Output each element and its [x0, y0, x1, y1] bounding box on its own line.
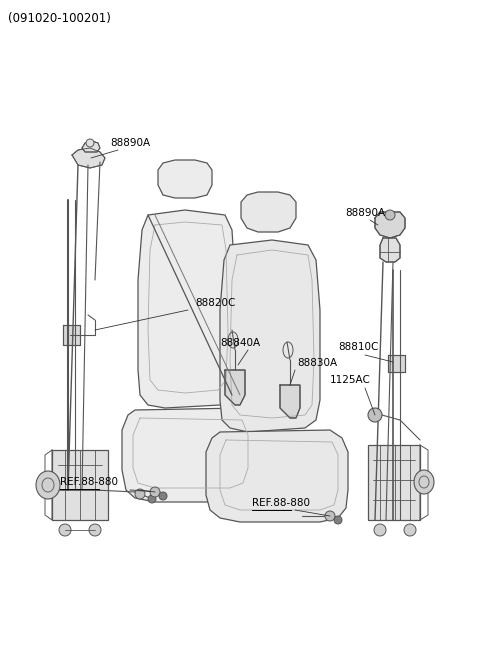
- Text: 1125AC: 1125AC: [330, 375, 371, 385]
- Ellipse shape: [150, 487, 160, 497]
- Polygon shape: [122, 408, 258, 502]
- Polygon shape: [138, 210, 235, 408]
- Polygon shape: [280, 385, 300, 418]
- Text: 88810C: 88810C: [338, 342, 378, 352]
- Ellipse shape: [89, 524, 101, 536]
- Polygon shape: [241, 192, 296, 232]
- Ellipse shape: [334, 516, 342, 524]
- Polygon shape: [368, 445, 420, 520]
- Text: (091020-100201): (091020-100201): [8, 12, 111, 25]
- Polygon shape: [82, 141, 100, 152]
- Ellipse shape: [148, 495, 156, 503]
- Text: 88890A: 88890A: [345, 208, 385, 218]
- Ellipse shape: [404, 524, 416, 536]
- Polygon shape: [388, 355, 405, 372]
- Ellipse shape: [368, 408, 382, 422]
- Ellipse shape: [414, 470, 434, 494]
- Polygon shape: [158, 160, 212, 198]
- Ellipse shape: [59, 524, 71, 536]
- Polygon shape: [63, 325, 80, 345]
- Text: REF.88-880: REF.88-880: [252, 498, 310, 508]
- Text: REF.88-880: REF.88-880: [60, 477, 118, 487]
- Polygon shape: [380, 238, 400, 262]
- Text: 88890A: 88890A: [110, 138, 150, 148]
- Ellipse shape: [36, 471, 60, 499]
- Polygon shape: [375, 212, 405, 238]
- Text: 88830A: 88830A: [297, 358, 337, 368]
- Polygon shape: [225, 370, 245, 405]
- Text: 88840A: 88840A: [220, 338, 260, 348]
- Ellipse shape: [135, 489, 145, 499]
- Text: 88820C: 88820C: [195, 298, 235, 308]
- Polygon shape: [52, 450, 108, 520]
- Ellipse shape: [385, 210, 395, 220]
- Ellipse shape: [374, 524, 386, 536]
- Ellipse shape: [325, 511, 335, 521]
- Polygon shape: [206, 430, 348, 522]
- Polygon shape: [72, 148, 105, 168]
- Polygon shape: [220, 240, 320, 432]
- Ellipse shape: [86, 139, 94, 147]
- Ellipse shape: [159, 492, 167, 500]
